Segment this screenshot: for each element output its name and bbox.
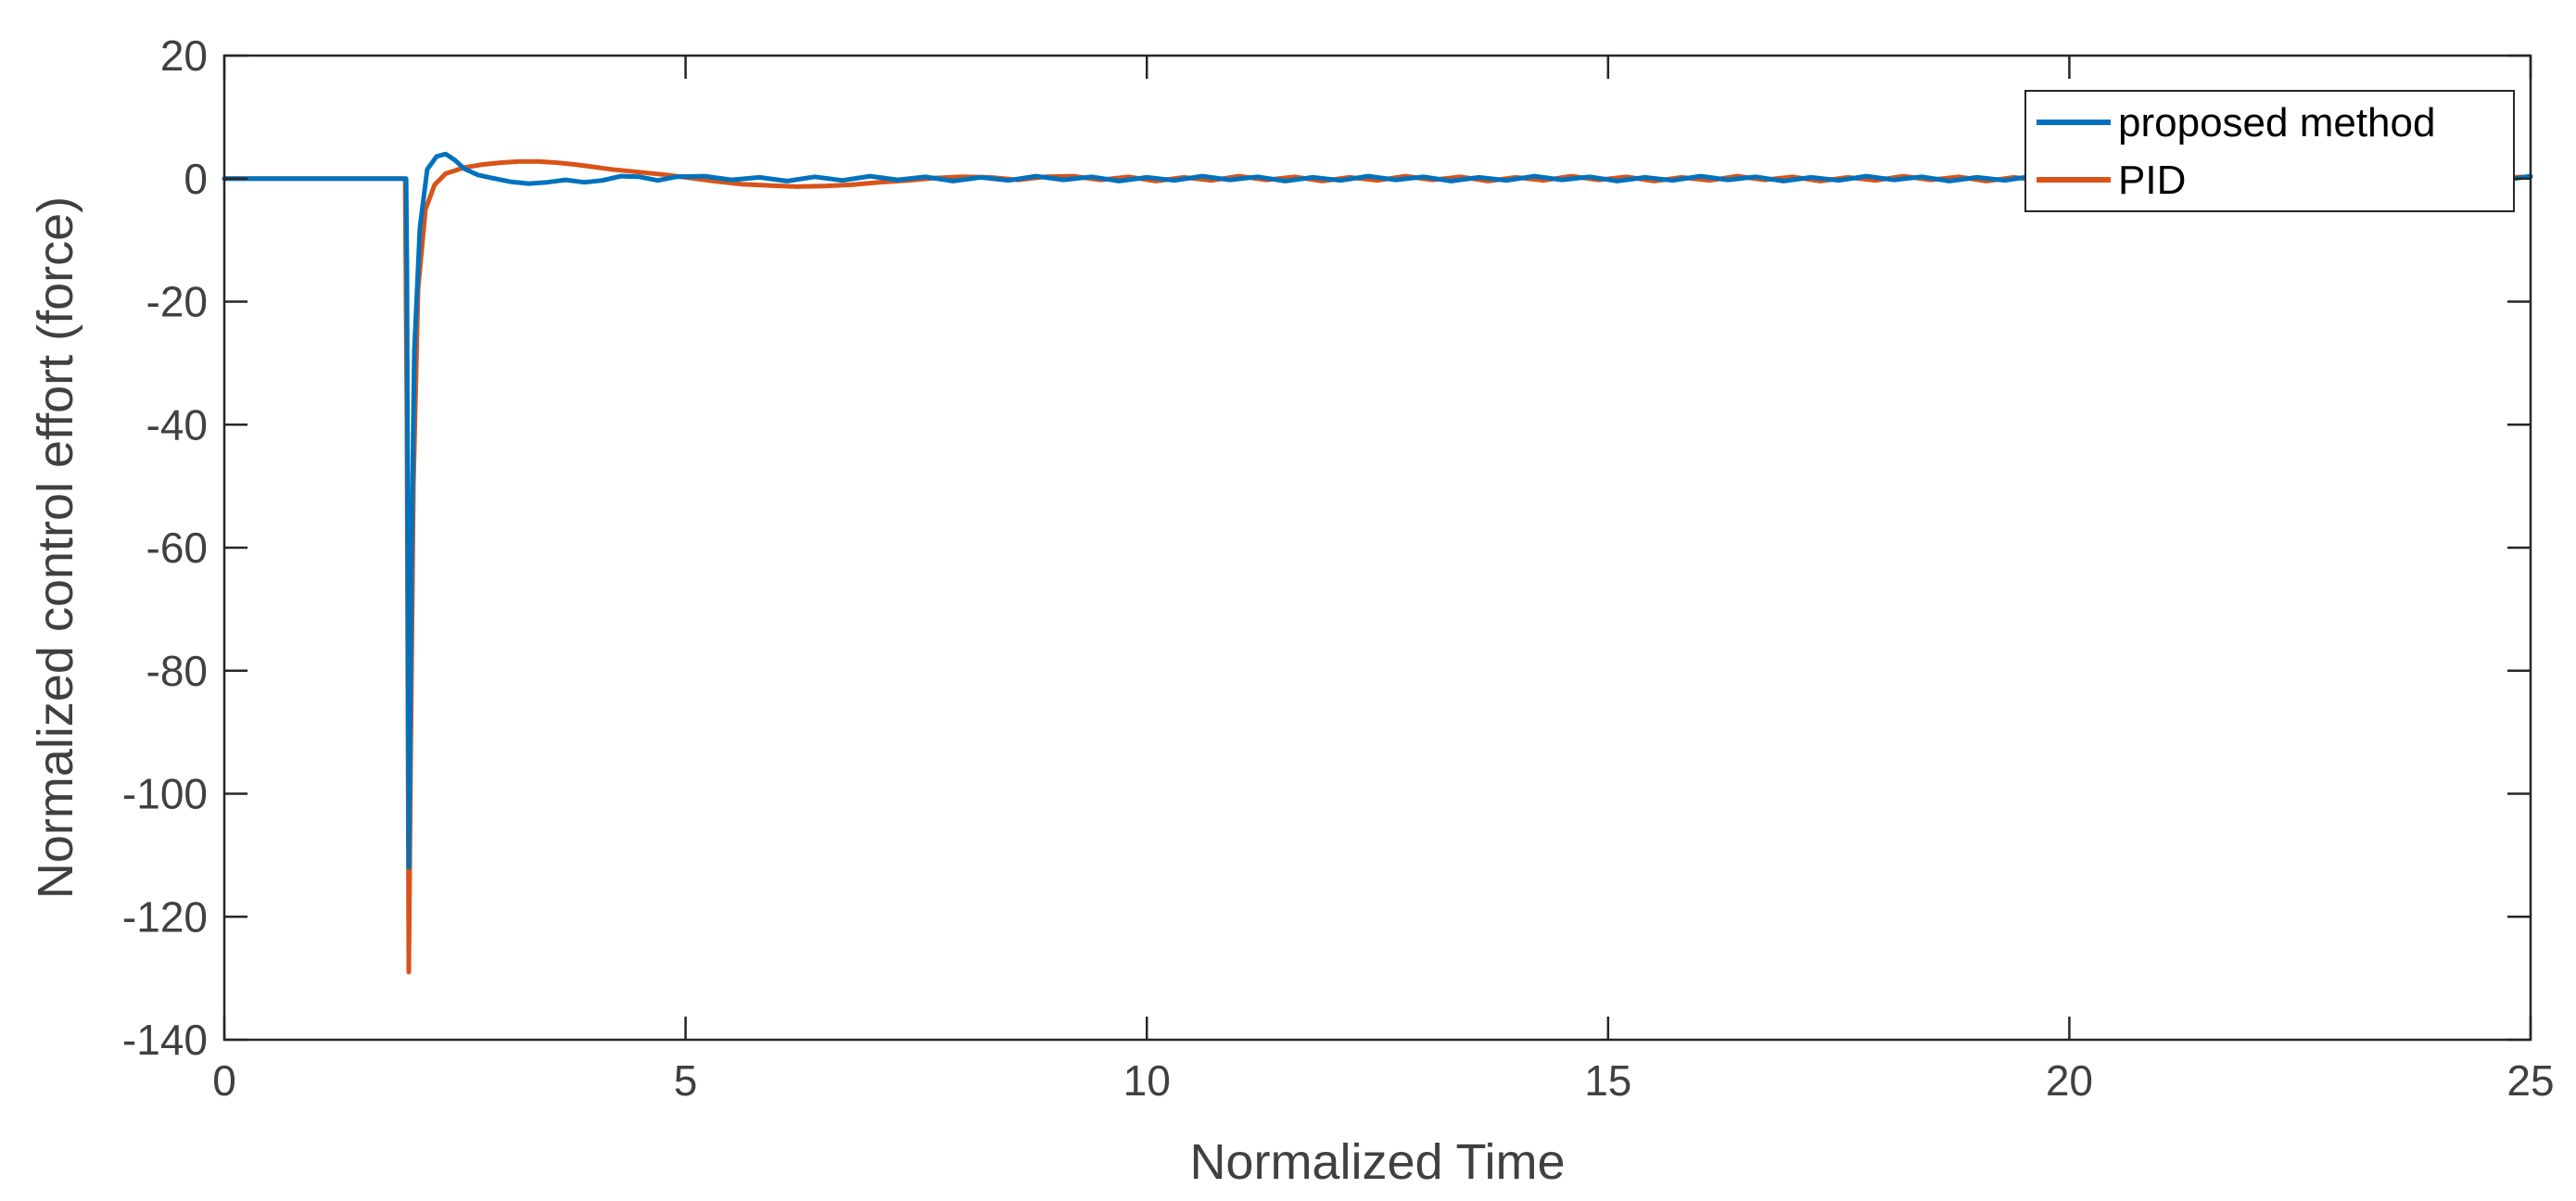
y-tick-label: 0 bbox=[184, 155, 208, 203]
legend-label-proposed-method: proposed method bbox=[2118, 100, 2435, 145]
y-tick-label: -100 bbox=[122, 770, 208, 818]
x-tick-label: 20 bbox=[2046, 1056, 2093, 1105]
plot-area bbox=[224, 56, 2531, 1040]
y-tick-label: -80 bbox=[146, 647, 208, 695]
y-tick-label: -20 bbox=[146, 278, 208, 326]
x-tick-label: 25 bbox=[2506, 1056, 2554, 1105]
x-tick-label: 0 bbox=[212, 1056, 236, 1105]
y-tick-label: -40 bbox=[146, 400, 208, 449]
legend-label-pid: PID bbox=[2118, 158, 2186, 203]
plot-frame bbox=[222, 54, 2532, 1042]
y-tick-label: -120 bbox=[122, 892, 208, 941]
y-tick-label: 20 bbox=[160, 32, 208, 80]
x-tick-label: 5 bbox=[674, 1056, 698, 1105]
legend: proposed method PID bbox=[2024, 90, 2515, 212]
y-tick-label: -140 bbox=[122, 1016, 208, 1064]
y-axis-label: Normalized control effort (force) bbox=[28, 196, 83, 899]
ticks-layer: 0 5 10 15 20 25 20 0 -20 -40 -60 -80 -100 -120 -140 bbox=[122, 32, 2555, 1105]
x-tick-label: 15 bbox=[1584, 1056, 1631, 1105]
x-axis-label: Normalized Time bbox=[1189, 1134, 1565, 1190]
x-tick-label: 10 bbox=[1123, 1056, 1171, 1105]
y-tick-label: -60 bbox=[146, 524, 208, 572]
legend-box bbox=[2024, 90, 2515, 212]
